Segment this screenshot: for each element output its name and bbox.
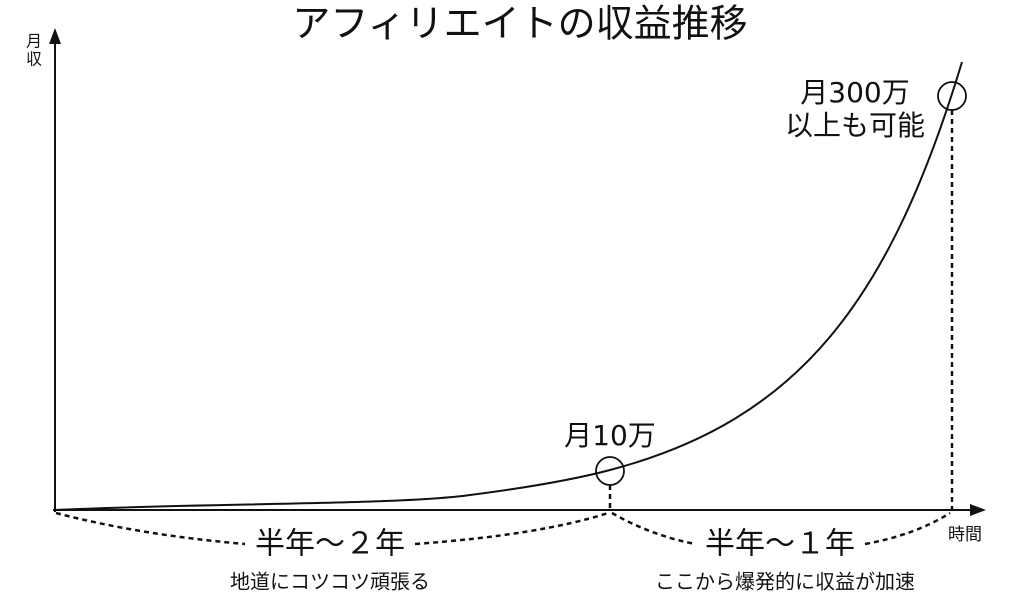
x-arrow <box>970 504 986 516</box>
title: アフィリエイトの収益推移 <box>292 2 747 46</box>
phase-period: 半年～１年 <box>705 527 855 562</box>
milestone-label: 月10万 <box>564 419 656 452</box>
y-label: 収 <box>26 50 42 69</box>
phase-description: ここから爆発的に収益が加速 <box>655 570 915 594</box>
growth-curve <box>54 61 963 511</box>
phase-brace <box>55 511 246 546</box>
y-label: 月 <box>26 32 42 51</box>
x-label: 時間 <box>948 525 982 545</box>
phase-brace <box>864 511 951 546</box>
phase-description: 地道にコツコツ頑張る <box>230 570 430 594</box>
milestone-label: 以上も可能 <box>785 109 925 142</box>
phase-period: 半年～２年 <box>255 527 405 562</box>
milestone-label: 月300万 <box>800 76 909 109</box>
y-arrow <box>49 28 61 44</box>
phase-brace <box>414 511 609 546</box>
